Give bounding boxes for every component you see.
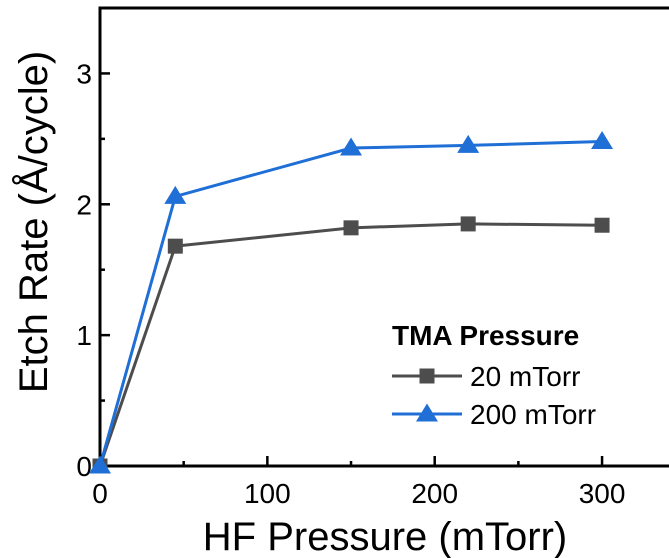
legend-entry: 20 mTorr	[392, 361, 580, 392]
data-point-marker	[460, 216, 476, 232]
x-tick-label: 300	[579, 478, 626, 509]
axes	[98, 6, 669, 468]
x-axis-title: HF Pressure (mTorr)	[203, 515, 567, 558]
y-tick-label: 0	[76, 451, 92, 482]
series-layer	[89, 130, 614, 474]
x-tick-label: 100	[244, 478, 291, 509]
x-tick-label: 0	[92, 478, 108, 509]
legend-label: 200 mTorr	[470, 399, 596, 430]
legend-title: TMA Pressure	[392, 320, 579, 351]
legend: TMA Pressure 20 mTorr 200 mTorr	[392, 320, 596, 430]
data-point-marker	[343, 220, 359, 236]
legend-entry: 200 mTorr	[392, 399, 596, 430]
y-tick-label: 2	[76, 189, 92, 220]
legend-entries: 20 mTorr 200 mTorr	[392, 361, 596, 430]
legend-marker	[419, 368, 435, 384]
y-tick-label: 3	[76, 58, 92, 89]
data-point-marker	[89, 455, 111, 474]
legend-marker	[416, 403, 438, 422]
data-point-marker	[591, 130, 614, 149]
data-point-marker	[457, 134, 480, 153]
tick-labels: 0 100 200 300 0 1 2 3	[76, 58, 625, 509]
y-tick-label: 1	[76, 320, 92, 351]
legend-label: 20 mTorr	[470, 361, 580, 392]
x-tick-label: 200	[411, 478, 458, 509]
data-point-marker	[167, 238, 183, 254]
data-point-marker	[164, 185, 187, 204]
data-point-marker	[594, 217, 610, 233]
series-2	[89, 130, 614, 474]
data-point-marker	[340, 137, 363, 156]
y-axis-title: Etch Rate (Å/cycle)	[11, 51, 56, 393]
